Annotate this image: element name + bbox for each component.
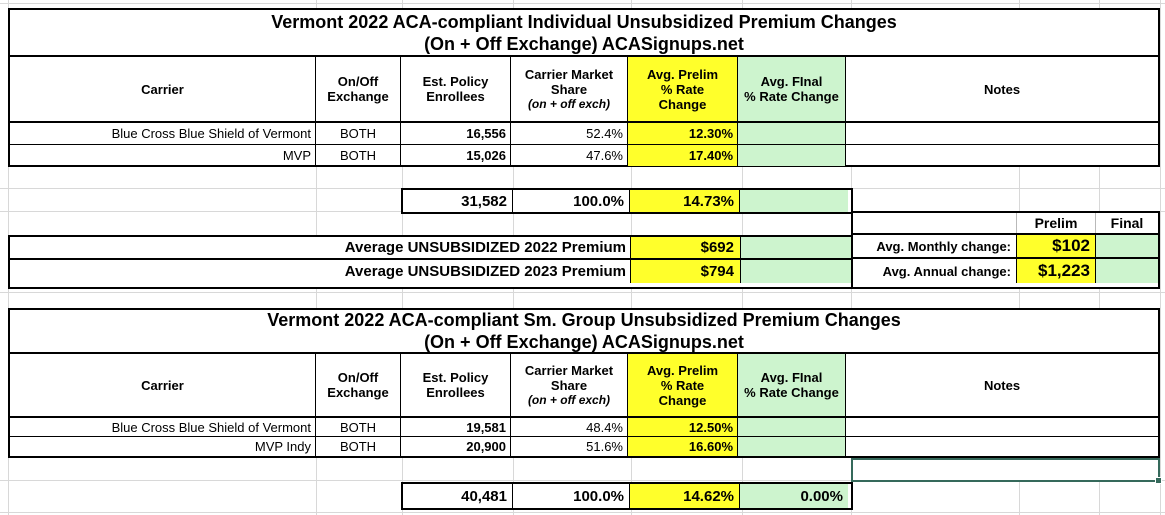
monthly-change-row: Avg. Monthly change: $102: [853, 235, 1158, 259]
cell-prelim-rate[interactable]: 17.40%: [628, 145, 738, 166]
cell-carrier[interactable]: MVP: [10, 145, 316, 166]
fill-handle[interactable]: [1155, 477, 1162, 484]
cell-prelim-rate[interactable]: 16.60%: [628, 437, 738, 456]
cell-carrier[interactable]: Blue Cross Blue Shield of Vermont: [10, 123, 316, 144]
cell-prelim-rate[interactable]: 12.50%: [628, 418, 738, 436]
table-row: Blue Cross Blue Shield of Vermont BOTH 1…: [10, 123, 1158, 145]
column-header-prelim-rate[interactable]: Avg. Prelim % Rate Change: [628, 354, 738, 416]
cell-notes[interactable]: [846, 437, 1158, 456]
cell-market-share[interactable]: 47.6%: [511, 145, 628, 166]
cell-notes[interactable]: [846, 418, 1158, 436]
total-final-rate[interactable]: [740, 190, 848, 212]
total-final-rate[interactable]: 0.00%: [740, 484, 848, 508]
column-header-carrier[interactable]: Carrier: [10, 354, 316, 416]
avg-2023-premium-label[interactable]: Average UNSUBSIDIZED 2023 Premium: [10, 260, 631, 283]
cell-enrollees[interactable]: 15,026: [401, 145, 511, 166]
annual-change-label[interactable]: Avg. Annual change:: [853, 259, 1017, 283]
annual-change-final[interactable]: [1096, 259, 1158, 283]
column-header-market-share[interactable]: Carrier Market Share (on + off exch): [511, 57, 628, 121]
column-header-prelim-rate[interactable]: Avg. Prelim % Rate Change: [628, 57, 738, 121]
cell-prelim-rate[interactable]: 12.30%: [628, 123, 738, 144]
avg-2022-premium-label[interactable]: Average UNSUBSIDIZED 2022 Premium: [10, 237, 631, 260]
monthly-change-prelim[interactable]: $102: [1017, 235, 1096, 257]
gridline: [0, 480, 1165, 481]
total-enrollees[interactable]: 40,481: [403, 484, 513, 508]
cell-enrollees[interactable]: 20,900: [401, 437, 511, 456]
avg-2023-premium-prelim[interactable]: $794: [631, 260, 741, 283]
gridline: [1160, 0, 1161, 515]
individual-total-row: 31,582 100.0% 14.73%: [401, 188, 853, 214]
avg-2023-premium-final[interactable]: [741, 260, 851, 283]
sm-group-table-title-cell[interactable]: Vermont 2022 ACA-compliant Sm. Group Uns…: [10, 310, 1158, 354]
cell-exchange[interactable]: BOTH: [316, 418, 401, 436]
monthly-change-label[interactable]: Avg. Monthly change:: [853, 235, 1017, 257]
avg-2022-premium-prelim[interactable]: $692: [631, 237, 741, 260]
table-row: MVP BOTH 15,026 47.6% 17.40%: [10, 145, 1158, 166]
column-header-final-rate[interactable]: Avg. FInal % Rate Change: [738, 57, 846, 121]
sm-group-table-header-row: Carrier On/Off Exchange Est. Policy Enro…: [10, 354, 1158, 418]
avg-2022-premium-final[interactable]: [741, 237, 851, 260]
cell-final-rate[interactable]: [738, 123, 846, 144]
change-summary-block: Prelim Final Avg. Monthly change: $102 A…: [851, 211, 1160, 289]
cell-exchange[interactable]: BOTH: [316, 437, 401, 456]
cell-exchange[interactable]: BOTH: [316, 145, 401, 166]
average-premium-block: Average UNSUBSIDIZED 2022 Premium $692 A…: [8, 235, 853, 289]
cell-market-share[interactable]: 52.4%: [511, 123, 628, 144]
empty-cell[interactable]: [853, 213, 1017, 233]
cell-final-rate[interactable]: [738, 145, 846, 166]
gridline: [0, 512, 1165, 513]
column-header-carrier[interactable]: Carrier: [10, 57, 316, 121]
table-row: MVP Indy BOTH 20,900 51.6% 16.60%: [10, 437, 1158, 456]
cell-carrier[interactable]: Blue Cross Blue Shield of Vermont: [10, 418, 316, 436]
column-header-market-share[interactable]: Carrier Market Share (on + off exch): [511, 354, 628, 416]
total-market-share[interactable]: 100.0%: [513, 190, 630, 212]
total-prelim-rate[interactable]: 14.62%: [630, 484, 740, 508]
table-row: Blue Cross Blue Shield of Vermont BOTH 1…: [10, 418, 1158, 437]
change-summary-header-row: Prelim Final: [853, 213, 1158, 235]
column-header-enrollees[interactable]: Est. Policy Enrollees: [401, 354, 511, 416]
cell-exchange[interactable]: BOTH: [316, 123, 401, 144]
column-header-exchange[interactable]: On/Off Exchange: [316, 354, 401, 416]
final-column-label[interactable]: Final: [1110, 215, 1144, 231]
total-market-share[interactable]: 100.0%: [513, 484, 630, 508]
individual-table-header-row: Carrier On/Off Exchange Est. Policy Enro…: [10, 57, 1158, 123]
cell-notes[interactable]: [846, 145, 1158, 166]
column-header-exchange[interactable]: On/Off Exchange: [316, 57, 401, 121]
cell-market-share[interactable]: 48.4%: [511, 418, 628, 436]
cell-carrier[interactable]: MVP Indy: [10, 437, 316, 456]
total-prelim-rate[interactable]: 14.73%: [630, 190, 740, 212]
gridline: [0, 292, 1165, 293]
sm-group-table-title-line1: Vermont 2022 ACA-compliant Sm. Group Uns…: [267, 310, 901, 330]
total-enrollees[interactable]: 31,582: [403, 190, 513, 212]
sm-group-table-title-line2: (On + Off Exchange) ACASignups.net: [424, 332, 744, 352]
cell-final-rate[interactable]: [738, 437, 846, 456]
cell-notes[interactable]: [846, 123, 1158, 144]
sm-group-total-row: 40,481 100.0% 14.62% 0.00%: [401, 482, 853, 510]
annual-change-prelim[interactable]: $1,223: [1017, 259, 1096, 283]
cell-final-rate[interactable]: [738, 418, 846, 436]
cell-market-share[interactable]: 51.6%: [511, 437, 628, 456]
column-header-notes[interactable]: Notes: [983, 377, 1021, 393]
selected-cell[interactable]: [851, 458, 1162, 484]
annual-change-row: Avg. Annual change: $1,223: [853, 259, 1158, 283]
gridline: [0, 3, 1165, 4]
individual-table-title-line1: Vermont 2022 ACA-compliant Individual Un…: [271, 11, 897, 32]
cell-enrollees[interactable]: 19,581: [401, 418, 511, 436]
monthly-change-final[interactable]: [1096, 235, 1158, 257]
sm-group-table: Vermont 2022 ACA-compliant Sm. Group Uns…: [8, 308, 1160, 458]
prelim-column-label[interactable]: Prelim: [1017, 213, 1096, 233]
column-header-final-rate[interactable]: Avg. FInal % Rate Change: [738, 354, 846, 416]
individual-table-title-line2: (On + Off Exchange) ACASignups.net: [424, 33, 744, 54]
cell-enrollees[interactable]: 16,556: [401, 123, 511, 144]
column-header-enrollees[interactable]: Est. Policy Enrollees: [401, 57, 511, 121]
column-header-notes[interactable]: Notes: [983, 81, 1021, 97]
individual-table: Vermont 2022 ACA-compliant Individual Un…: [8, 8, 1160, 167]
individual-table-title-cell[interactable]: Vermont 2022 ACA-compliant Individual Un…: [10, 10, 1158, 57]
